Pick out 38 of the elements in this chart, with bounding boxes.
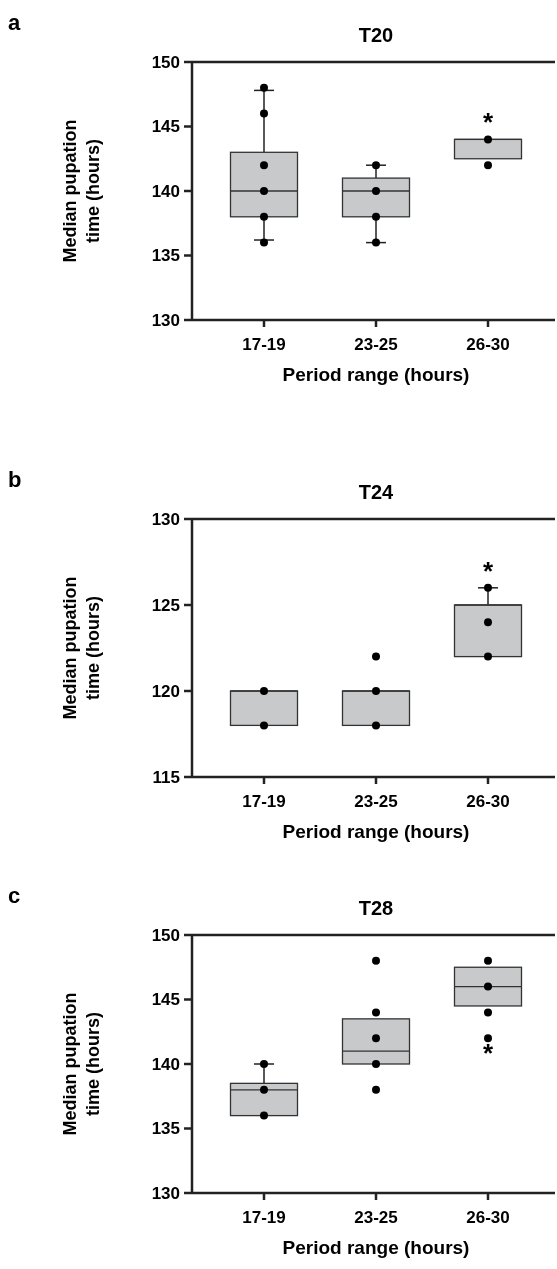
x-axis-title: Period range (hours): [282, 364, 470, 385]
text: b: [8, 467, 22, 492]
x-tick-label: 26-30: [466, 792, 510, 811]
y-tick-label: 130: [151, 509, 180, 529]
x-tick-label: 26-30: [466, 1208, 510, 1227]
annotation: *: [482, 555, 494, 586]
y-tick-label: 135: [151, 246, 180, 266]
y-tick-label: 130: [151, 310, 180, 330]
y-tick-label: 145: [151, 990, 180, 1010]
text: c: [8, 883, 21, 908]
x-tick-label: 23-25: [354, 792, 398, 811]
chart-title: T28: [358, 897, 394, 919]
chart-title: T24: [358, 481, 395, 503]
x-axis-title: Period range (hours): [282, 821, 470, 842]
y-tick-label: 125: [151, 595, 180, 615]
x-tick-label: 23-25: [354, 335, 398, 354]
y-axis-title: Median pupation time (hours): [60, 119, 103, 263]
annotation: *: [482, 107, 494, 138]
x-tick-label: 17-19: [242, 335, 286, 354]
x-tick-label: 17-19: [242, 792, 286, 811]
y-tick-label: 135: [151, 1119, 180, 1139]
y-tick-label: 150: [151, 52, 180, 72]
y-tick-label: 140: [151, 1054, 180, 1074]
y-tick-label: 145: [151, 117, 180, 137]
y-axis-title: Median pupation time (hours): [60, 992, 103, 1136]
y-tick-label: 120: [151, 681, 180, 701]
y-axis-title: Median pupation time (hours): [60, 576, 103, 720]
y-tick-label: 140: [151, 181, 180, 201]
y-tick-label: 130: [151, 1183, 180, 1203]
y-tick-label: 150: [151, 925, 180, 945]
annotation: *: [482, 1038, 494, 1069]
chart-title: T20: [358, 24, 394, 46]
y-tick-label: 115: [152, 767, 180, 787]
x-tick-label: 17-19: [242, 1208, 286, 1227]
x-tick-label: 26-30: [466, 335, 510, 354]
x-tick-label: 23-25: [354, 1208, 398, 1227]
text: a: [8, 10, 21, 35]
x-axis-title: Period range (hours): [282, 1237, 470, 1258]
